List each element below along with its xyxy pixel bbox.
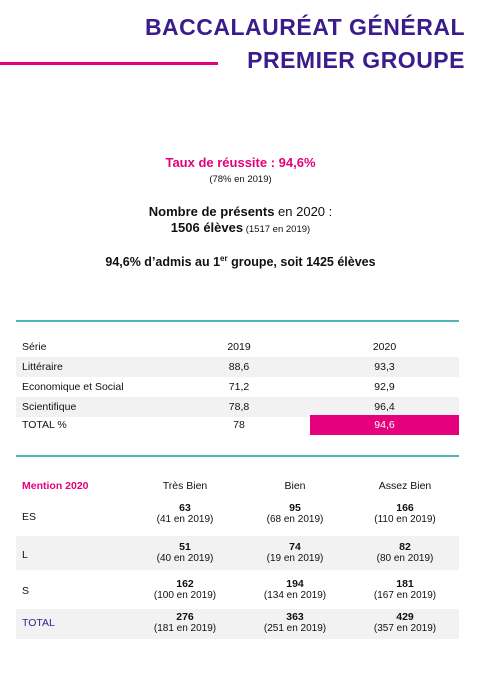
- cell-tres-bien: 276 (181 en 2019): [130, 611, 240, 635]
- serie-2020: 93,3: [374, 361, 395, 373]
- serie-2019: 78,8: [228, 401, 250, 413]
- table-row: Economique et Social 71,2 92,9: [16, 377, 459, 397]
- cell-tres-bien: 162 (100 en 2019): [130, 578, 240, 602]
- cell-tres-bien: 51 (40 en 2019): [130, 541, 240, 565]
- header-bien: Bien: [284, 480, 306, 492]
- attendees-label: Nombre de présents: [148, 204, 275, 219]
- header-mention: Mention 2020: [22, 480, 89, 492]
- serie-name: Scientifique: [22, 401, 77, 413]
- cell-bien: 74 (19 en 2019): [240, 541, 350, 565]
- count-previous: (251 en 2019): [263, 623, 327, 634]
- count: 51: [179, 541, 191, 553]
- table-row: ES 63 (41 en 2019) 95 (68 en 2019) 166 (110…: [16, 500, 459, 530]
- count-previous: (40 en 2019): [156, 553, 214, 564]
- serie-2019: 78: [233, 419, 245, 431]
- mention-row-label: L: [22, 549, 28, 561]
- count: 194: [286, 578, 304, 590]
- serie-name: Economique et Social: [22, 381, 124, 393]
- cell-assez-bien: 429 (357 en 2019): [350, 611, 460, 635]
- serie-2020: 96,4: [374, 401, 395, 413]
- success-rate-previous: (78% en 2019): [209, 174, 272, 185]
- count: 63: [179, 502, 191, 514]
- count: 95: [289, 502, 301, 514]
- count-previous: (80 en 2019): [376, 553, 434, 564]
- header-assez-bien: Assez Bien: [378, 480, 432, 492]
- attendees-previous: (1517 en 2019): [243, 224, 311, 235]
- attendees-value: 1506 élèves: [170, 220, 244, 235]
- cell-assez-bien: 181 (167 en 2019): [350, 578, 460, 602]
- count: 74: [289, 541, 301, 553]
- mention-row-label: ES: [22, 511, 37, 523]
- cell-bien: 95 (68 en 2019): [240, 502, 350, 526]
- count: 166: [396, 502, 414, 514]
- count: 429: [396, 611, 414, 623]
- count-previous: (134 en 2019): [263, 590, 327, 601]
- mention-total-label: TOTAL: [22, 617, 55, 629]
- attendees-value-line: 1506 élèves (1517 en 2019): [0, 220, 481, 235]
- attendees-suffix: en 2020 :: [274, 204, 333, 219]
- mention-header-row: Mention 2020 Très Bien Bien Assez Bien: [16, 480, 459, 496]
- table-row-total: TOTAL % 78 94,6: [16, 415, 459, 435]
- teal-divider-top: [16, 320, 459, 322]
- table-row: S 162 (100 en 2019) 194 (134 en 2019) 181(…: [16, 576, 459, 606]
- teal-divider-bottom: [16, 455, 459, 457]
- serie-name: TOTAL %: [22, 419, 67, 431]
- cell-tres-bien: 63 (41 en 2019): [130, 502, 240, 526]
- series-header-row: Série 2019 2020: [16, 337, 459, 357]
- cell-bien: 363 (251 en 2019): [240, 611, 350, 635]
- header-2019: 2019: [227, 341, 251, 353]
- page-subtitle: PREMIER GROUPE: [247, 47, 465, 73]
- header-serie: Série: [22, 341, 47, 353]
- count: 82: [399, 541, 411, 553]
- serie-2020: 94,6: [374, 419, 395, 431]
- admitted-line: 94,6% d’admis au 1er groupe, soit 1425 é…: [0, 254, 481, 269]
- serie-2020: 92,9: [374, 381, 395, 393]
- count: 276: [176, 611, 194, 623]
- page-title: BACCALAURÉAT GÉNÉRAL: [144, 14, 465, 40]
- count-previous: (110 en 2019): [374, 514, 436, 525]
- attendees-line: Nombre de présents en 2020 :: [0, 204, 481, 219]
- header-tres-bien: Très Bien: [162, 480, 208, 492]
- mention-row-label: S: [22, 585, 30, 597]
- table-row-total: TOTAL 276 (181 en 2019) 363 (251 en 2019) …: [16, 609, 459, 639]
- serie-2019: 71,2: [228, 381, 250, 393]
- admitted-post: groupe, soit 1425 élèves: [227, 255, 376, 270]
- count-previous: (68 en 2019): [266, 514, 324, 525]
- serie-2019: 88,6: [228, 361, 250, 373]
- pink-divider: [0, 62, 218, 65]
- count-previous: (357 en 2019): [373, 623, 437, 634]
- success-rate: Taux de réussite : 94,6%: [165, 155, 316, 170]
- admitted-sup: er: [220, 254, 228, 263]
- table-row: Scientifique 78,8 96,4: [16, 397, 459, 417]
- count-previous: (19 en 2019): [266, 553, 324, 564]
- count: 162: [176, 578, 194, 590]
- cell-assez-bien: 82 (80 en 2019): [350, 541, 460, 565]
- header-2020: 2020: [372, 341, 397, 353]
- cell-assez-bien: 166 (110 en 2019): [350, 502, 460, 526]
- count: 181: [396, 578, 414, 590]
- count-previous: (100 en 2019): [153, 590, 217, 601]
- count: 363: [286, 611, 304, 623]
- total-highlight: [310, 415, 459, 435]
- cell-bien: 194 (134 en 2019): [240, 578, 350, 602]
- count-previous: (167 en 2019): [373, 590, 437, 601]
- serie-name: Littéraire: [22, 361, 63, 373]
- admitted-pre: 94,6% d’admis au 1: [105, 255, 221, 270]
- table-row: Littéraire 88,6 93,3: [16, 357, 459, 377]
- count-previous: (181 en 2019): [153, 623, 217, 634]
- count-previous: (41 en 2019): [156, 514, 214, 525]
- table-row: L 51 (40 en 2019) 74 (19 en 2019) 82 (80 en…: [16, 536, 459, 570]
